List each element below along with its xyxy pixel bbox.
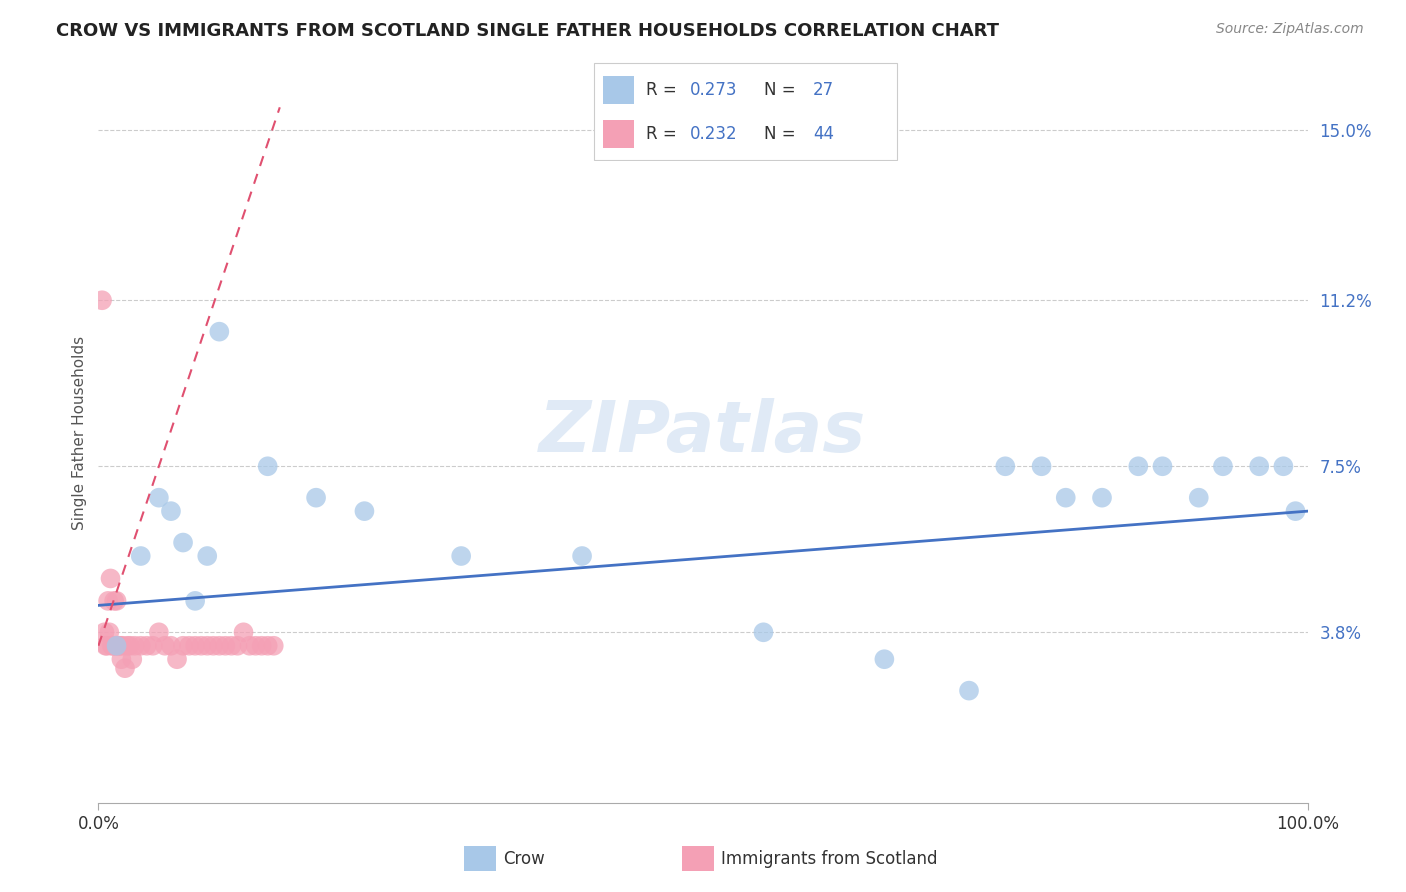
Point xyxy=(184,639,207,653)
Point xyxy=(195,549,218,563)
Bar xyxy=(603,76,634,103)
Point xyxy=(98,625,121,640)
Point xyxy=(111,639,134,653)
Point xyxy=(571,549,593,563)
Point xyxy=(108,639,131,653)
Text: 0.273: 0.273 xyxy=(689,81,737,99)
Point xyxy=(135,639,157,653)
Y-axis label: Single Father Households: Single Father Households xyxy=(72,335,87,530)
Point xyxy=(256,459,278,474)
Point xyxy=(1272,459,1295,474)
Text: R =: R = xyxy=(647,125,682,143)
Point xyxy=(1212,459,1234,474)
Point xyxy=(121,652,143,666)
Point xyxy=(107,639,129,653)
Point xyxy=(104,639,127,653)
Text: 27: 27 xyxy=(813,81,834,99)
Point xyxy=(117,639,139,653)
Point xyxy=(1031,459,1053,474)
Point xyxy=(166,652,188,666)
Point xyxy=(994,459,1017,474)
Point xyxy=(97,594,120,608)
Text: R =: R = xyxy=(647,81,682,99)
Point xyxy=(179,639,201,653)
Point xyxy=(190,639,212,653)
Point xyxy=(256,639,278,653)
Point xyxy=(100,639,122,653)
Point xyxy=(101,639,124,653)
Point xyxy=(94,639,117,653)
Point xyxy=(208,325,231,339)
Text: N =: N = xyxy=(763,81,800,99)
Point xyxy=(124,639,146,653)
Point xyxy=(129,639,152,653)
Point xyxy=(91,293,114,308)
Point xyxy=(195,639,218,653)
Point xyxy=(245,639,267,653)
Text: CROW VS IMMIGRANTS FROM SCOTLAND SINGLE FATHER HOUSEHOLDS CORRELATION CHART: CROW VS IMMIGRANTS FROM SCOTLAND SINGLE … xyxy=(56,22,1000,40)
Text: Crow: Crow xyxy=(503,849,544,868)
Point xyxy=(1152,459,1174,474)
Text: Source: ZipAtlas.com: Source: ZipAtlas.com xyxy=(1216,22,1364,37)
Point xyxy=(172,535,194,549)
Point xyxy=(103,594,125,608)
Point xyxy=(184,594,207,608)
Point xyxy=(1249,459,1271,474)
Point xyxy=(129,549,152,563)
Bar xyxy=(603,120,634,148)
Point xyxy=(214,639,236,653)
Point xyxy=(226,639,249,653)
Point xyxy=(100,571,122,585)
Point xyxy=(208,639,231,653)
Point xyxy=(160,639,183,653)
Point xyxy=(148,491,170,505)
Point xyxy=(105,639,128,653)
Point xyxy=(142,639,165,653)
Point xyxy=(1188,491,1211,505)
Point xyxy=(110,652,132,666)
Bar xyxy=(682,847,713,871)
Point xyxy=(148,625,170,640)
Point xyxy=(353,504,375,518)
Point xyxy=(263,639,285,653)
Point xyxy=(114,661,136,675)
Point xyxy=(160,504,183,518)
Point xyxy=(93,625,115,640)
Point xyxy=(232,625,254,640)
Point xyxy=(202,639,225,653)
Point xyxy=(172,639,194,653)
Point xyxy=(1091,491,1114,505)
Point xyxy=(957,683,980,698)
Point xyxy=(450,549,472,563)
Text: Immigrants from Scotland: Immigrants from Scotland xyxy=(721,849,936,868)
Point xyxy=(1054,491,1077,505)
Text: 0.232: 0.232 xyxy=(689,125,737,143)
Point xyxy=(96,639,118,653)
Point xyxy=(105,594,128,608)
Point xyxy=(221,639,243,653)
Bar xyxy=(464,847,496,871)
Text: ZIPatlas: ZIPatlas xyxy=(540,398,866,467)
Point xyxy=(1128,459,1150,474)
Point xyxy=(1284,504,1306,518)
Point xyxy=(153,639,176,653)
Text: N =: N = xyxy=(763,125,800,143)
Point xyxy=(250,639,273,653)
Point xyxy=(305,491,328,505)
Point xyxy=(752,625,775,640)
Text: 44: 44 xyxy=(813,125,834,143)
FancyBboxPatch shape xyxy=(593,63,897,160)
Point xyxy=(108,639,131,653)
Point xyxy=(118,639,141,653)
Point xyxy=(873,652,896,666)
Point xyxy=(239,639,262,653)
